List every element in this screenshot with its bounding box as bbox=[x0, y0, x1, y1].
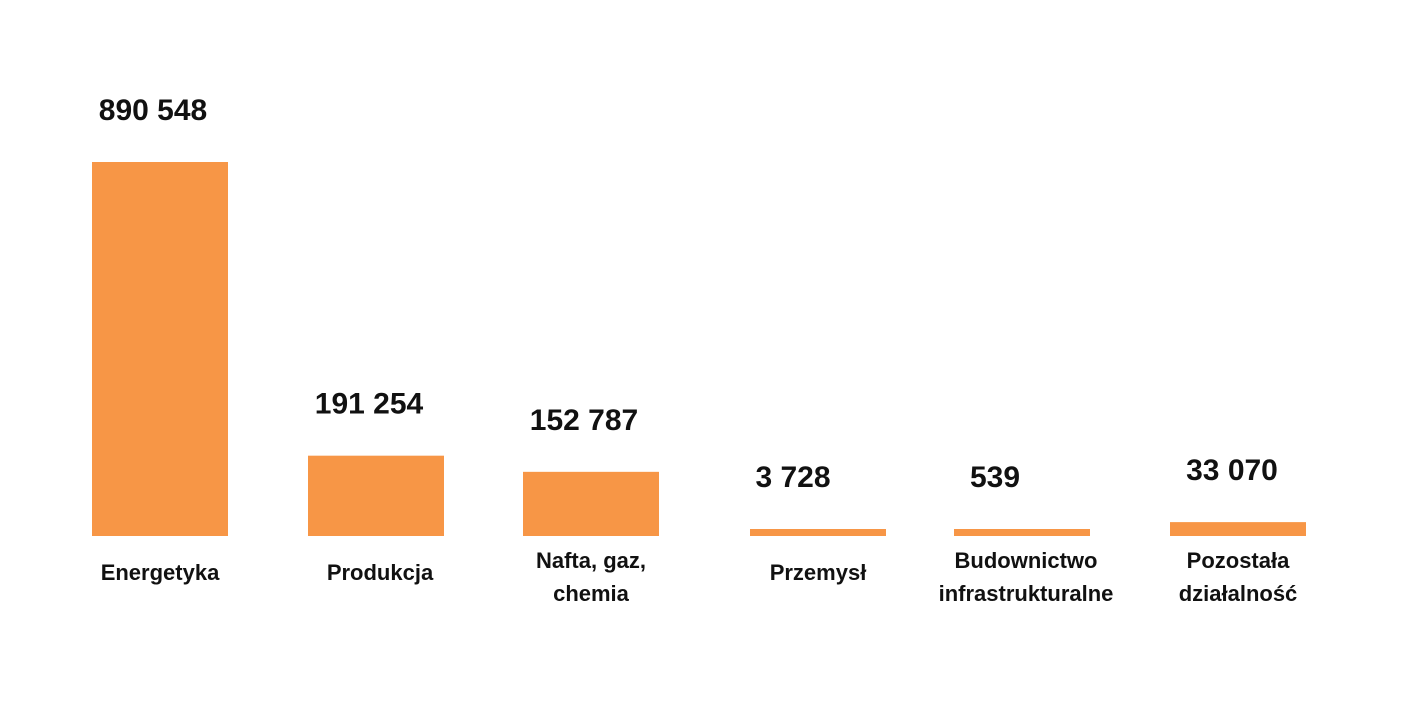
value-label-3: 3 728 bbox=[755, 461, 830, 494]
category-label-2-line-1: chemia bbox=[553, 581, 630, 606]
bars-group bbox=[92, 162, 1306, 536]
category-label-1: Produkcja bbox=[327, 560, 434, 585]
value-label-0: 890 548 bbox=[99, 94, 207, 127]
value-label-4: 539 bbox=[970, 461, 1020, 494]
category-label-0: Energetyka bbox=[101, 560, 220, 585]
category-label-3: Przemysł bbox=[770, 560, 867, 585]
category-label-4-line-0: Budownictwo bbox=[955, 548, 1098, 573]
category-label-4-line-1: infrastrukturalne bbox=[939, 581, 1114, 606]
value-labels-group: 890 548 191 254 152 787 3 728 539 33 070 bbox=[99, 94, 1278, 494]
bar-0 bbox=[92, 162, 228, 536]
category-label-5-line-0: Pozostała bbox=[1187, 548, 1290, 573]
bar-5 bbox=[1170, 522, 1306, 536]
bar-3 bbox=[750, 529, 886, 536]
value-label-2: 152 787 bbox=[530, 404, 638, 437]
category-label-5-line-1: działalność bbox=[1179, 581, 1298, 606]
value-label-5: 33 070 bbox=[1186, 454, 1278, 487]
bar-1 bbox=[308, 455, 444, 536]
value-label-1: 191 254 bbox=[315, 388, 424, 421]
bar-4 bbox=[954, 529, 1090, 536]
category-label-2-line-0: Nafta, gaz, bbox=[536, 548, 646, 573]
category-labels-group: Energetyka Produkcja Nafta, gaz, chemia Prze… bbox=[101, 548, 1298, 606]
bar-2 bbox=[523, 471, 659, 536]
